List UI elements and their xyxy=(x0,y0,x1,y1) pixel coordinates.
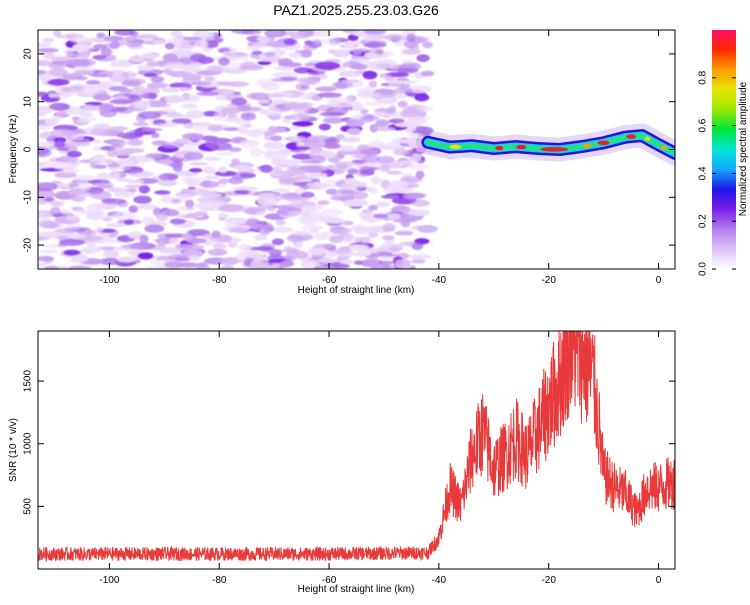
signal-peak xyxy=(540,147,569,152)
spectrogram-x-tick-label: 0 xyxy=(656,275,662,286)
spectrogram-y-tick-label: 0 xyxy=(23,146,34,152)
snr-y-axis: 500 1000 1500 xyxy=(23,370,675,515)
spectrogram-noise xyxy=(38,30,438,269)
spectrogram-x-tick-label: -20 xyxy=(541,275,556,286)
colorbar-tick-label: 0.0 xyxy=(698,262,709,276)
spectrogram-y-tick-label: 20 xyxy=(23,48,34,60)
spectrogram-x-axis: -100 -80 -60 -40 -20 0 xyxy=(99,30,662,286)
snr-y-tick-label: 1000 xyxy=(23,432,34,455)
snr-y-tick-label: 1500 xyxy=(23,370,34,393)
spectrogram-heatmap xyxy=(38,30,675,269)
signal-peak xyxy=(583,143,592,148)
spectrogram-y-tick-label: -10 xyxy=(23,190,34,205)
colorbar-label: Normalized spectral amplitude xyxy=(738,81,749,216)
snr-frame xyxy=(37,330,676,570)
signal-peak xyxy=(644,136,651,141)
signal-peak xyxy=(516,144,527,150)
spectrogram-x-tick-label: -80 xyxy=(212,275,227,286)
snr-x-tick-label: -20 xyxy=(541,575,556,586)
colorbar-tick-label: 0.2 xyxy=(698,214,709,228)
snr-x-axis: -100 -80 -60 -40 -20 0 xyxy=(99,331,662,586)
spectrogram-ylabel: Frequency (Hz) xyxy=(8,115,19,184)
signal-peak xyxy=(661,145,667,150)
snr-x-tick-label: -100 xyxy=(99,575,119,586)
snr-x-tick-label: 0 xyxy=(656,575,662,586)
signal-peak xyxy=(495,145,504,151)
colorbar-tick-label: 0.8 xyxy=(698,70,709,84)
spectrogram-xlabel: Height of straight line (km) xyxy=(298,285,415,296)
colorbar-tick-label: 0.4 xyxy=(698,166,709,180)
snr-ylabel: SNR (10 * v/v) xyxy=(8,418,19,482)
spectrogram-x-tick-label: -40 xyxy=(432,275,447,286)
colorbar: 0.0 0.2 0.4 0.6 0.8 Normalized spectral ampl… xyxy=(698,30,749,276)
colorbar-axis: 0.0 0.2 0.4 0.6 0.8 xyxy=(698,70,736,276)
spectrogram-x-tick-label: -100 xyxy=(99,275,119,286)
signal-peak xyxy=(626,134,637,139)
snr-xlabel: Height of straight line (km) xyxy=(298,584,415,595)
snr-x-tick-label: -60 xyxy=(322,575,337,586)
signal-peak xyxy=(597,140,610,145)
spectrogram-y-tick-label: -20 xyxy=(23,237,34,252)
spectrogram-x-tick-label: -60 xyxy=(322,275,337,286)
snr-series-line xyxy=(38,331,675,562)
snr-x-tick-label: -40 xyxy=(432,575,447,586)
spectrogram-y-axis: -20 -10 0 10 20 xyxy=(23,48,675,252)
colorbar-gradient xyxy=(712,30,736,269)
spectrogram-y-tick-label: 10 xyxy=(23,96,34,108)
signal-peak xyxy=(449,144,462,149)
colorbar-tick-label: 0.6 xyxy=(698,118,709,132)
snr-x-tick-label: -80 xyxy=(212,575,227,586)
figure-title: PAZ1.2025.255.23.03.G26 xyxy=(273,2,439,18)
snr-panel: -100 -80 -60 -40 -20 0 500 1000 1500 Height of … xyxy=(8,330,676,595)
snr-y-tick-label: 500 xyxy=(23,498,34,515)
